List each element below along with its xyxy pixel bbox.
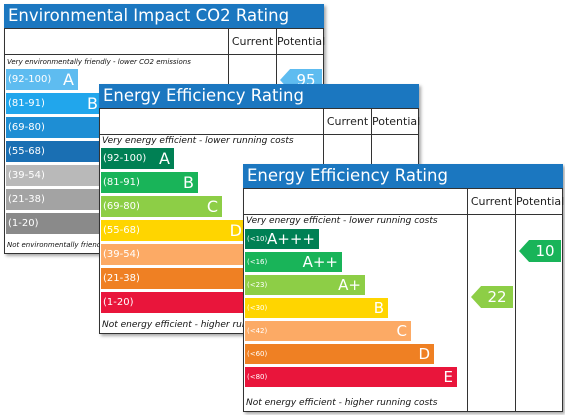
co2-top-note: Very environmentally friendly - lower CO… — [7, 58, 191, 66]
rating-band: (69-80) C — [101, 196, 222, 217]
band-letter-label: A+ — [338, 276, 361, 294]
band-letter-label: C — [396, 322, 407, 340]
band-range-label: (55-68) — [8, 146, 45, 157]
band-range-label: (69-80) — [8, 122, 45, 133]
band-letter-label: D — [418, 345, 430, 363]
band-range-label: (<10) — [247, 235, 268, 243]
band-letter-label: A — [63, 70, 74, 89]
energy-rating-card-2: Energy Efficiency Rating Current Potenti… — [243, 164, 565, 412]
band-letter-label: B — [183, 173, 194, 192]
co2-potential-header: Potential — [277, 35, 326, 48]
band-range-label: (<60) — [247, 350, 268, 358]
rating-band: (<80) E — [245, 367, 457, 387]
band-range-label: (<23) — [247, 281, 268, 289]
co2-current-header: Current — [231, 35, 274, 48]
band-letter-label: C — [206, 197, 218, 216]
energy-rating-2-grid: Current Potential Very energy efficient … — [243, 188, 565, 412]
band-range-label: (39-54) — [8, 170, 45, 181]
rating-band: (81-91) B — [6, 93, 102, 114]
band-range-label: (69-80) — [103, 201, 140, 212]
band-range-label: (81-91) — [103, 177, 140, 188]
energy-2-top-note: Very energy efficient - lower running co… — [246, 216, 438, 226]
energy-rating-2-title: Energy Efficiency Rating — [243, 164, 563, 188]
band-letter-label: A — [159, 149, 170, 168]
rating-band: (<16) A++ — [245, 252, 342, 272]
rating-band: (55-68) D — [101, 220, 246, 241]
band-range-label: (39-54) — [103, 249, 140, 260]
band-range-label: (<30) — [247, 304, 268, 312]
band-range-label: (<16) — [247, 258, 268, 266]
band-range-label: (<80) — [247, 373, 268, 381]
band-letter-label: B — [373, 299, 384, 317]
energy-2-current-value: 22 — [487, 288, 507, 306]
co2-rating-title: Environmental Impact CO2 Rating — [4, 4, 324, 28]
band-range-label: (55-68) — [103, 225, 140, 236]
band-letter-label: A++ — [302, 253, 338, 271]
co2-bottom-note: Not environmentally friendly - higher CO… — [7, 241, 191, 249]
band-letter-label: B — [87, 94, 98, 113]
band-range-label: (21-38) — [8, 194, 45, 205]
energy-2-current-header: Current — [470, 195, 513, 208]
band-range-label: (<42) — [247, 327, 268, 335]
band-range-label: (21-38) — [103, 273, 140, 284]
energy-1-bottom-note: Not energy efficient - higher running co… — [102, 320, 294, 330]
rating-band: (81-91) B — [101, 172, 198, 193]
band-letter-label: E — [443, 368, 453, 386]
rating-band: (92-100) A — [6, 69, 78, 90]
energy-rating-1-title: Energy Efficiency Rating — [99, 84, 419, 108]
energy-2-bottom-note: Not energy efficient - higher running co… — [246, 398, 438, 408]
rating-band: (<30) B — [245, 298, 388, 318]
band-range-label: (92-100) — [8, 74, 52, 85]
energy-2-current-rating-arrow: 22 — [471, 286, 513, 308]
band-range-label: (1-20) — [103, 297, 134, 308]
energy-2-potential-header: Potential — [516, 195, 565, 208]
band-range-label: (92-100) — [103, 153, 147, 164]
band-letter-label: A+++ — [267, 230, 315, 248]
band-letter-label: D — [229, 221, 242, 240]
band-range-label: (81-91) — [8, 98, 45, 109]
energy-2-potential-rating-arrow: 10 — [519, 240, 561, 262]
band-range-label: (1-20) — [8, 218, 39, 229]
energy-1-potential-header: Potential — [372, 115, 421, 128]
energy-1-current-header: Current — [326, 115, 369, 128]
rating-band: (<23) A+ — [245, 275, 365, 295]
energy-1-top-note: Very energy efficient - lower running co… — [102, 136, 294, 146]
rating-band: (<42) C — [245, 321, 411, 341]
energy-2-potential-value: 10 — [535, 242, 555, 260]
rating-band: (<10) A+++ — [245, 229, 319, 249]
rating-band: (92-100) A — [101, 148, 174, 169]
rating-band: (<60) D — [245, 344, 434, 364]
